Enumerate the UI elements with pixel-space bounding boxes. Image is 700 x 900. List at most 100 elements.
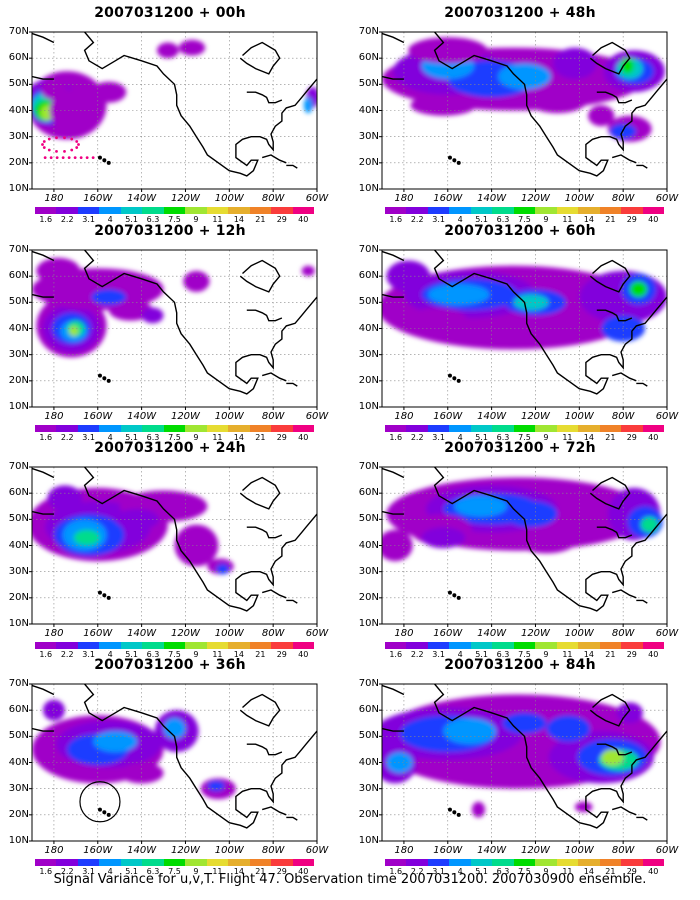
colorbar-label: 29 xyxy=(276,433,287,442)
latitude-label: 50N xyxy=(8,296,29,308)
longitude-label: 120W xyxy=(520,193,550,204)
longitude-label: 180 xyxy=(44,411,64,422)
longitude-label: 100W xyxy=(564,845,594,856)
longitude-label: 140W xyxy=(477,845,507,856)
longitude-label: 120W xyxy=(520,845,550,856)
variance-contour xyxy=(73,529,100,546)
map-panel: 2007031200 + 24h 70N 60N 50N 40N 30N 20N 10N 180… xyxy=(0,440,340,659)
colorbar xyxy=(35,425,315,432)
colorbar-label: 5.1 xyxy=(125,650,138,659)
variance-contour xyxy=(93,731,138,753)
colorbar-swatch xyxy=(206,859,229,866)
variance-contour xyxy=(183,270,210,292)
longitude-label: 160W xyxy=(433,845,463,856)
colorbar-label: 14 xyxy=(583,867,594,876)
colorbar-swatch xyxy=(271,207,293,214)
variance-contour xyxy=(526,86,589,114)
colorbar-label: 21 xyxy=(605,867,616,876)
colorbar-label: 1.6 xyxy=(389,867,403,876)
variance-contour xyxy=(42,699,65,721)
longitude-label: 160W xyxy=(83,628,113,639)
longitude-label: 160W xyxy=(83,845,113,856)
map-panel: 2007031200 + 84h 70N 60N 50N 40N 30N 20N 10N 180… xyxy=(350,657,690,876)
latitude-label: 10N xyxy=(358,618,379,629)
variance-contour xyxy=(207,780,225,792)
colorbar-swatch xyxy=(120,642,143,649)
longitude-label: 80W xyxy=(261,411,285,422)
colorbar-label: 21 xyxy=(255,650,266,659)
longitude-label: 160W xyxy=(433,411,463,422)
colorbar-swatch xyxy=(492,642,514,649)
longitude-label: 100W xyxy=(214,628,244,639)
lat-lon-grid xyxy=(32,684,317,841)
colorbar-swatch xyxy=(99,642,121,649)
longitude-label: 160W xyxy=(433,193,463,204)
colorbar-label: 3.1 xyxy=(82,433,95,442)
colorbar-label: 7.5 xyxy=(518,867,531,876)
colorbar-label: 3.1 xyxy=(432,433,445,442)
colorbar-swatch xyxy=(142,207,164,214)
colorbar-swatch xyxy=(406,425,428,432)
colorbar-swatch xyxy=(449,425,471,432)
panel-title: 2007031200 + 00h xyxy=(94,5,246,21)
colorbar-swatch xyxy=(642,859,665,866)
longitude-label: 120W xyxy=(170,193,200,204)
colorbar-label: 4 xyxy=(107,867,113,876)
colorbar-label: 4 xyxy=(457,215,463,224)
latitude-label: 10N xyxy=(358,835,379,846)
target-region-circle xyxy=(79,781,121,823)
latitude-label: 70N xyxy=(8,26,29,37)
longitude-label: 140W xyxy=(477,411,507,422)
colorbar-swatch xyxy=(56,207,78,214)
colorbar-label: 4 xyxy=(457,867,463,876)
latitude-label: 50N xyxy=(8,730,29,742)
longitude-label: 60W xyxy=(655,628,679,639)
colorbar-label: 21 xyxy=(605,215,616,224)
coastline xyxy=(32,684,317,829)
colorbar-label: 3.1 xyxy=(82,867,95,876)
latitude-label: 30N xyxy=(8,348,29,360)
colorbar-swatch xyxy=(535,642,557,649)
colorbar-swatch xyxy=(578,642,600,649)
colorbar-label: 4 xyxy=(457,433,463,442)
colorbar-label: 7.5 xyxy=(518,215,531,224)
colorbar-label: 29 xyxy=(626,867,637,876)
lat-lon-grid xyxy=(32,32,317,189)
variance-contour xyxy=(301,265,315,277)
latitude-label: 30N xyxy=(358,782,379,794)
longitude-label: 160W xyxy=(83,411,113,422)
colorbar-label: 9 xyxy=(543,650,549,659)
colorbar-swatch xyxy=(578,859,600,866)
coastline xyxy=(382,684,667,829)
colorbar-label: 7.5 xyxy=(518,650,531,659)
colorbar-swatch xyxy=(249,859,272,866)
colorbar-label: 4 xyxy=(107,215,113,224)
colorbar-label: 3.1 xyxy=(432,215,445,224)
colorbar-swatch xyxy=(492,425,514,432)
variance-contour xyxy=(515,527,578,554)
variance-shading xyxy=(382,37,665,142)
colorbar-swatch xyxy=(556,859,579,866)
colorbar-label: 1.6 xyxy=(39,433,53,442)
variance-contour xyxy=(504,501,558,528)
colorbar-swatch xyxy=(470,425,493,432)
latitude-label: 20N xyxy=(8,808,29,820)
colorbar-swatch xyxy=(228,207,250,214)
colorbar-swatch xyxy=(271,642,293,649)
colorbar-swatch xyxy=(599,207,622,214)
colorbar xyxy=(35,642,315,649)
colorbar-label: 11 xyxy=(212,867,223,876)
colorbar-label: 14 xyxy=(583,433,594,442)
latitude-label: 20N xyxy=(8,156,29,168)
colorbar-swatch xyxy=(292,859,315,866)
variance-contour xyxy=(546,715,591,742)
colorbar-label: 29 xyxy=(626,650,637,659)
longitude-label: 120W xyxy=(170,628,200,639)
coastline xyxy=(382,467,667,612)
colorbar xyxy=(35,207,315,214)
colorbar-swatch xyxy=(228,642,250,649)
latitude-label: 10N xyxy=(8,618,29,629)
colorbar-label: 5.1 xyxy=(125,433,138,442)
variance-contour xyxy=(421,527,466,549)
longitude-label: 180 xyxy=(44,845,64,856)
